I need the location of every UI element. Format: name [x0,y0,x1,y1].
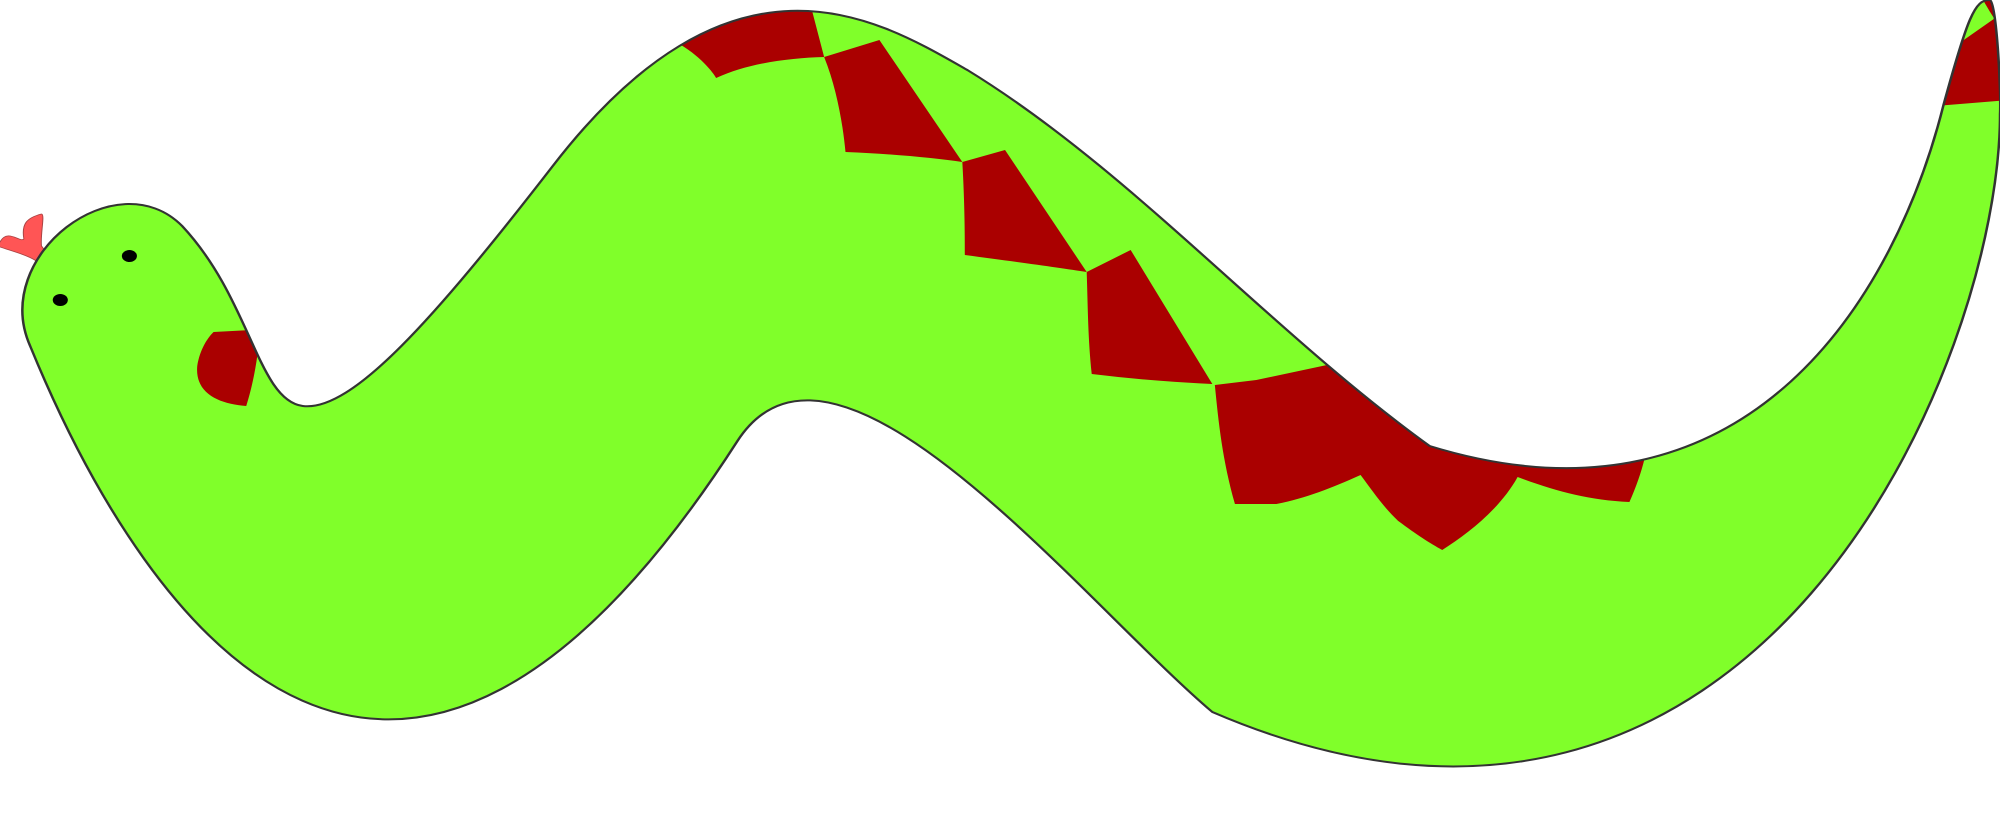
stripe [1785,0,2000,165]
stripe [962,150,1087,272]
stripe [1783,150,1847,239]
stripe [1739,160,1816,297]
stripe [257,150,365,323]
snake-outline [21,0,2000,768]
stripe [197,324,261,406]
snake-body [22,0,2000,767]
eye-right [52,294,68,306]
stripe [824,40,963,162]
stripe [1086,250,1213,384]
stripe [477,0,629,68]
eye-left [121,250,137,262]
